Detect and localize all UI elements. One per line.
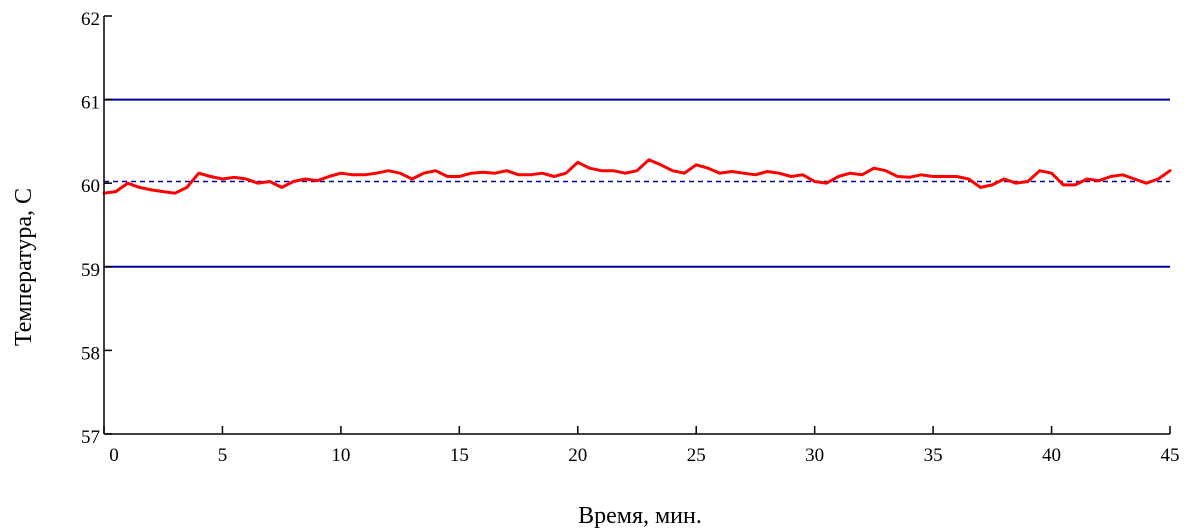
series-line-0 — [102, 158, 1172, 195]
x-tick-label-45: 45 — [1161, 445, 1180, 466]
y-tick-label-57: 57 — [81, 427, 100, 448]
y-tick-label-59: 59 — [81, 260, 100, 281]
y-tick-label-58: 58 — [81, 343, 100, 364]
x-tick-label-10: 10 — [331, 445, 350, 466]
x-tick-label-35: 35 — [924, 445, 943, 466]
y-tick-label-60: 60 — [81, 176, 100, 197]
x-tick-label-5: 5 — [218, 445, 228, 466]
series-layer — [102, 158, 1172, 195]
x-tick-label-15: 15 — [450, 445, 469, 466]
x-tick-label-25: 25 — [687, 445, 706, 466]
y-tick-label-61: 61 — [81, 93, 100, 114]
x-tick-label-40: 40 — [1042, 445, 1061, 466]
x-tick-label-0: 0 — [109, 445, 119, 466]
axes — [103, 16, 1170, 435]
ticks: 0 5 10 15 20 25 30 35 40 45 57 58 59 60 61 62 — [81, 9, 1180, 466]
x-tick-label-30: 30 — [805, 445, 824, 466]
x-axis-label: Время, мин. — [578, 503, 702, 529]
y-axis-label: Температура, С — [11, 188, 37, 346]
y-tick-label-62: 62 — [81, 9, 100, 30]
reference-lines — [104, 98, 1170, 268]
x-tick-label-20: 20 — [568, 445, 587, 466]
